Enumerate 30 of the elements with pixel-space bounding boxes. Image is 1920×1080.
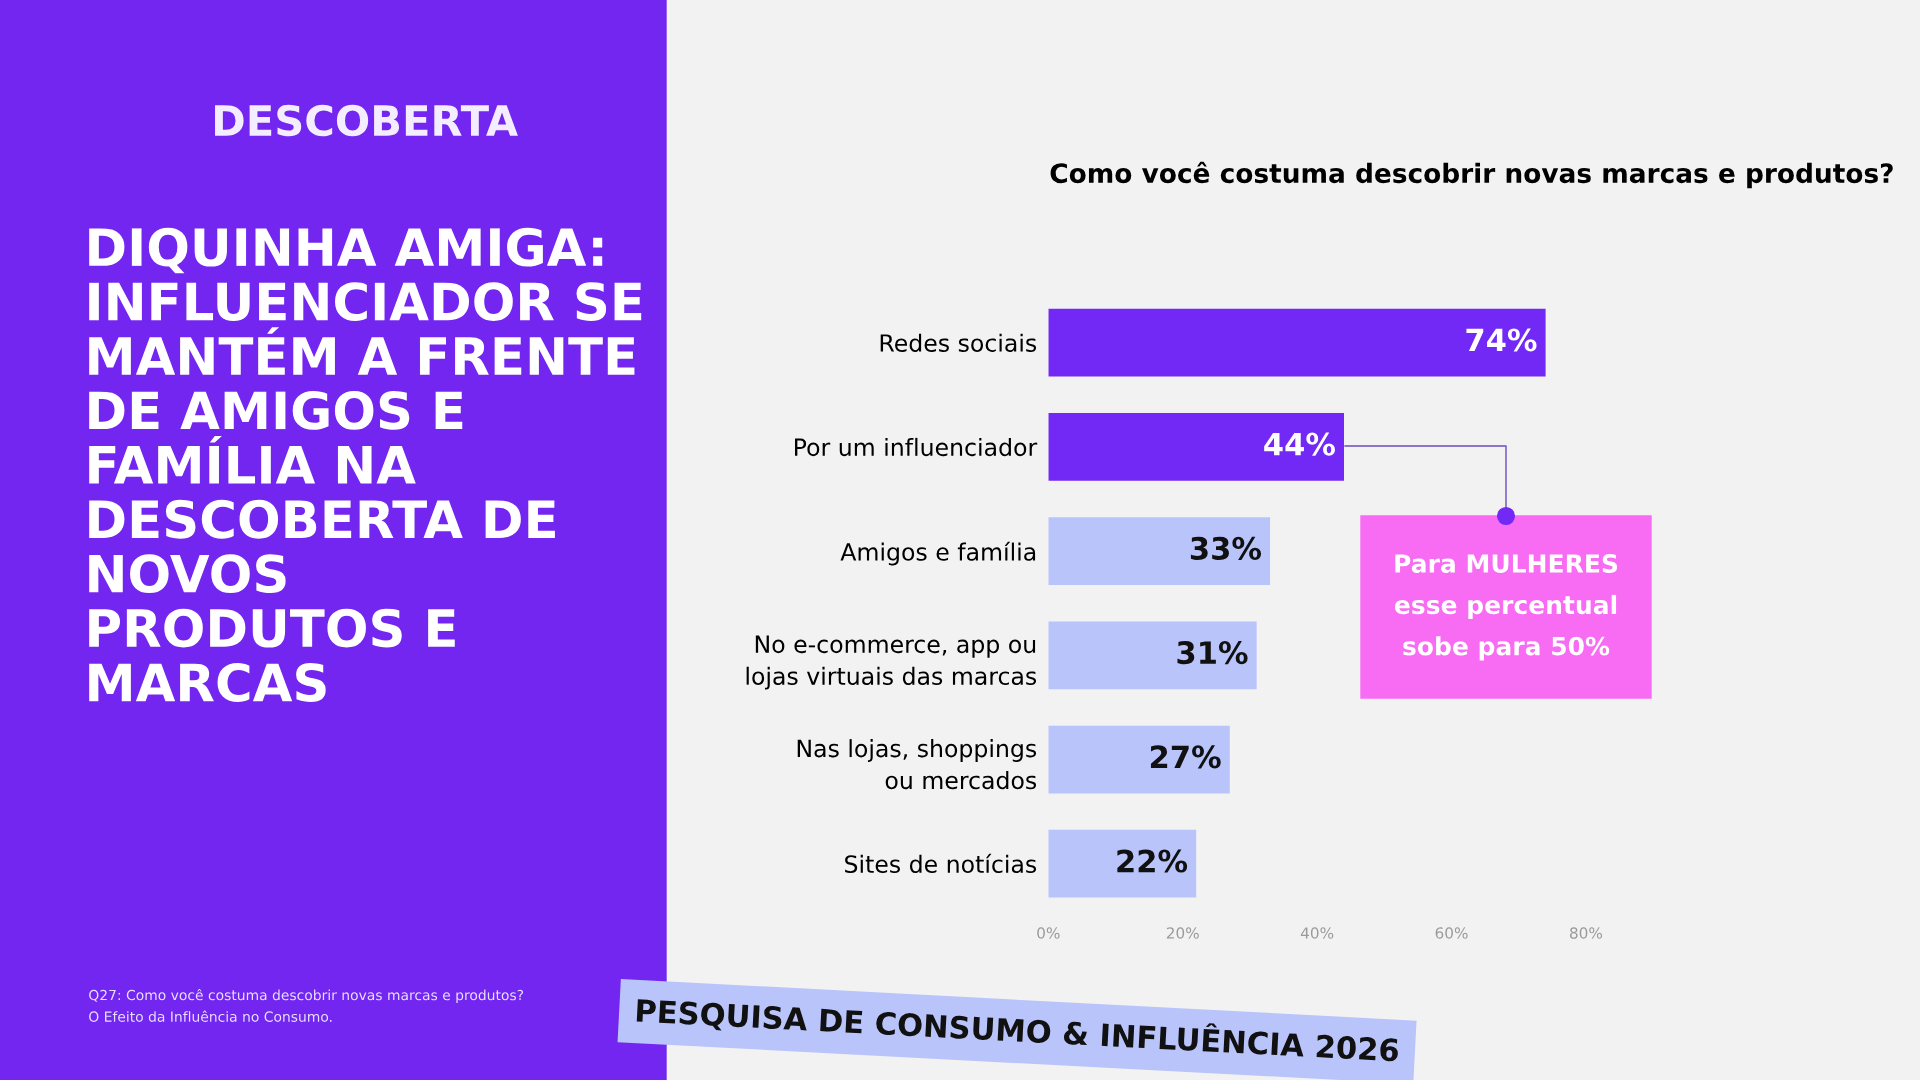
text: DIQUINHA AMIGA: INFLUENCIADOR SE MANTÉM A FRENTE DE AMIGOS E FAMÍLIA NA DESCOBERTA DE NOVOS PRODUTOS E MARCAS (89, 227, 642, 702)
data-label: 33% (1190, 536, 1262, 560)
text: PESQUISA DE CONSUMO & INFLUÊNCIA 2026 (636, 993, 1399, 1066)
x-tick-label: 80% (1569, 927, 1603, 939)
bar (1048, 621, 1257, 690)
x-tick-label: 60% (1435, 927, 1468, 939)
text: O Efeito da Influência no Consumo. (89, 1010, 332, 1022)
y-tick-label: No e-commerce, app ou lojas virtuais das marcas (746, 635, 1037, 690)
annotation: Para MULHERES esse percentual sobe para 50% (1394, 554, 1618, 661)
bar (1048, 725, 1230, 794)
data-label: 22% (1117, 849, 1188, 873)
data-label: 44% (1264, 432, 1335, 456)
data-label: 31% (1177, 641, 1248, 665)
y-tick-label: Amigos e família (840, 541, 1036, 566)
text: Q27: Como você costuma descobrir novas marcas e produtos? (89, 988, 524, 1003)
data-label: 74% (1466, 328, 1537, 352)
y-tick-label: Redes sociais (880, 333, 1037, 352)
y-tick-label: Nas lojas, shoppings ou mercados (797, 739, 1037, 790)
text: DESCOBERTA (215, 104, 518, 137)
x-tick-label: 40% (1300, 927, 1334, 939)
y-tick-label: Sites de notícias (845, 853, 1037, 874)
y-tick-label: Por um influenciador (795, 437, 1038, 457)
x-tick-label: 0% (1037, 927, 1060, 939)
bar (1048, 829, 1197, 898)
data-label: 27% (1150, 745, 1221, 769)
bar (1048, 517, 1271, 585)
bar (1048, 412, 1344, 481)
bar (1048, 308, 1546, 377)
chart-title: Como você costuma descobrir novas marcas e produtos? (1050, 161, 1893, 189)
x-tick-label: 20% (1166, 927, 1199, 939)
